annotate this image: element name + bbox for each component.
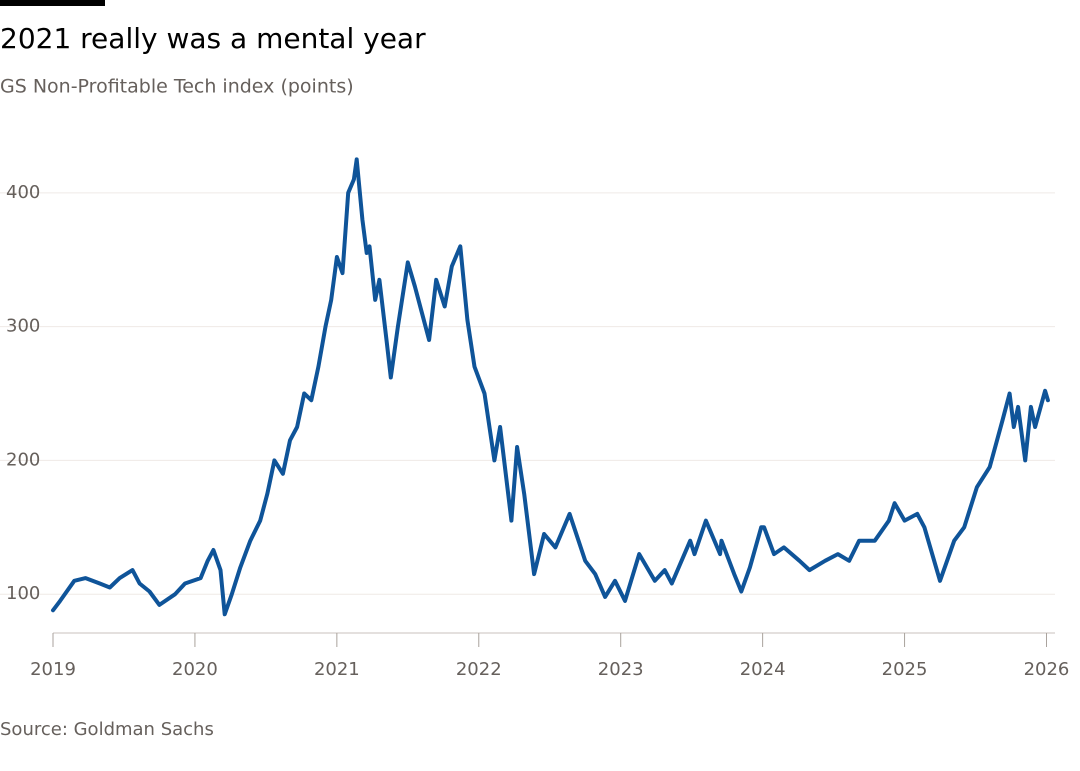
y-tick-label: 100 <box>6 583 40 604</box>
x-tick-label: 2025 <box>882 659 928 680</box>
x-tick-label: 2026 <box>1024 659 1070 680</box>
y-tick-label: 300 <box>6 316 40 337</box>
data-line <box>51 157 1050 617</box>
source: Source: Goldman Sachs <box>0 719 214 740</box>
x-tick-label: 2020 <box>172 659 218 680</box>
x-tick-label: 2022 <box>456 659 502 680</box>
x-tick-label: 2023 <box>598 659 644 680</box>
y-tick-label: 200 <box>6 449 40 470</box>
x-tick-label: 2021 <box>314 659 360 680</box>
chart-subtitle: GS Non-Profitable Tech index (points) <box>0 76 354 98</box>
brand-bar <box>0 0 105 6</box>
y-tick-label: 400 <box>6 182 40 203</box>
x-tick-label: 2019 <box>30 659 76 680</box>
chart-title: 2021 really was a mental year <box>0 22 426 55</box>
x-tick-label: 2024 <box>740 659 786 680</box>
